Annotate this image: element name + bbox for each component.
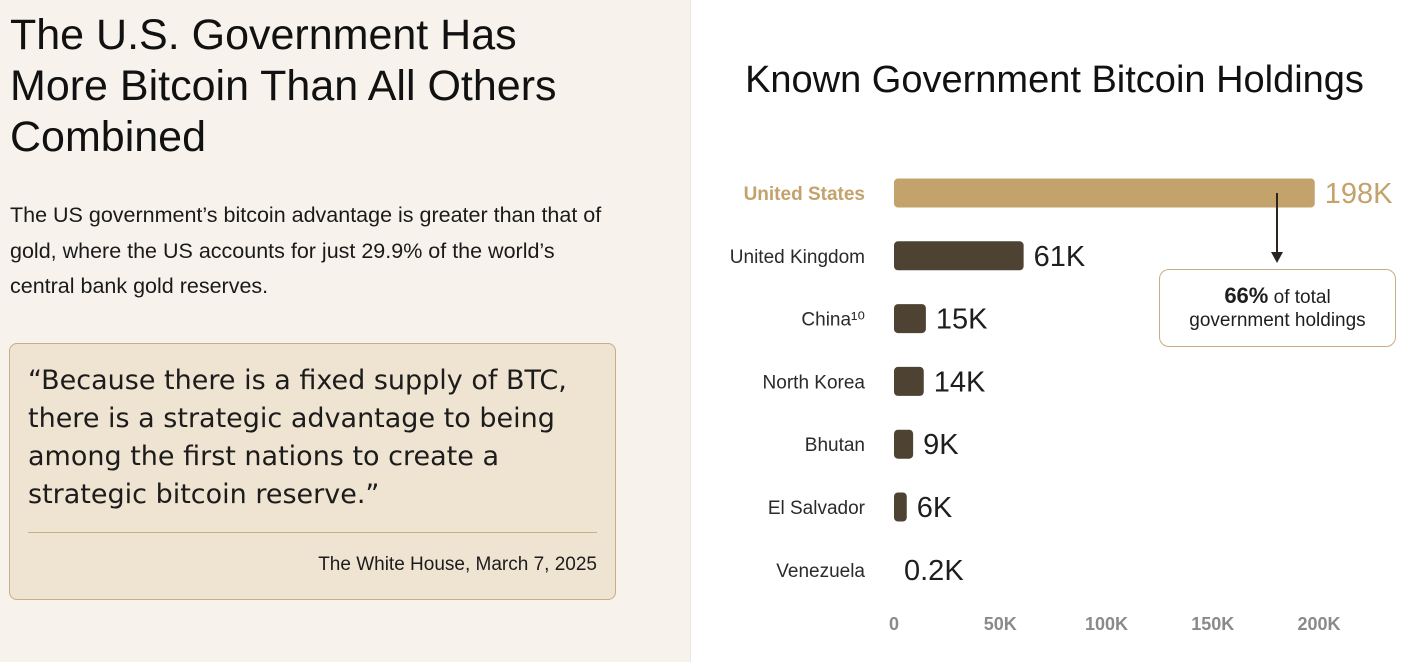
value-label-china: 15K: [936, 304, 988, 336]
value-label-north-korea: 14K: [934, 366, 986, 398]
category-label-china: China¹⁰: [801, 310, 865, 331]
x-tick-label: 150K: [1191, 614, 1234, 634]
bar-chart: United States 198K United Kingdom 61K China¹…: [730, 178, 1393, 634]
x-tick-label: 0: [889, 614, 899, 634]
callout-text-after-percent: of total: [1268, 287, 1331, 308]
headline: The U.S. Government Has More Bitcoin Tha…: [10, 11, 557, 161]
callout-line-1: 66% of total: [1160, 284, 1395, 310]
value-label-united-kingdom: 61K: [1034, 241, 1086, 273]
category-label-el-salvador: El Salvador: [768, 498, 866, 519]
intro-paragraph: The US government’s bitcoin advantage is…: [10, 203, 602, 298]
category-label-united-states: United States: [744, 184, 865, 205]
quote-card: “Because there is a fixed supply of BTC,…: [9, 343, 616, 600]
value-label-united-states: 198K: [1325, 178, 1393, 210]
bar-bhutan: [894, 429, 914, 459]
value-label-el-salvador: 6K: [917, 492, 953, 524]
value-label-venezuela: 0.2K: [904, 555, 964, 587]
chart-title: Known Government Bitcoin Holdings: [745, 59, 1364, 101]
bar-el-salvador: [894, 492, 907, 522]
share-callout: 66% of total government holdings: [1159, 269, 1396, 347]
quote-source: The White House, March 7, 2025: [318, 554, 597, 575]
category-label-united-kingdom: United Kingdom: [730, 247, 865, 268]
x-axis-ticks: 0 50K 100K 150K 200K: [889, 614, 1341, 634]
category-label-venezuela: Venezuela: [776, 561, 865, 582]
value-label-bhutan: 9K: [923, 429, 959, 461]
callout-line-2: government holdings: [1189, 310, 1366, 331]
bar-united-kingdom: [894, 241, 1024, 271]
bar-united-states: [894, 178, 1315, 208]
category-label-bhutan: Bhutan: [805, 435, 865, 456]
callout-percent: 66%: [1224, 283, 1269, 308]
x-tick-label: 100K: [1085, 614, 1128, 634]
bar-north-korea: [894, 366, 924, 396]
quote-divider: [28, 532, 597, 533]
bar-china: [894, 304, 926, 334]
category-label-north-korea: North Korea: [763, 372, 866, 393]
bars-layer: United States 198K United Kingdom 61K China¹…: [730, 178, 1393, 587]
article-panel: The U.S. Government Has More Bitcoin Tha…: [0, 0, 691, 662]
x-tick-label: 200K: [1297, 614, 1340, 634]
callout-arrow: [1271, 193, 1283, 263]
callout-arrow-head: [1271, 252, 1283, 263]
x-tick-label: 50K: [984, 614, 1017, 634]
quote-text: “Because there is a fixed supply of BTC,…: [28, 365, 567, 510]
